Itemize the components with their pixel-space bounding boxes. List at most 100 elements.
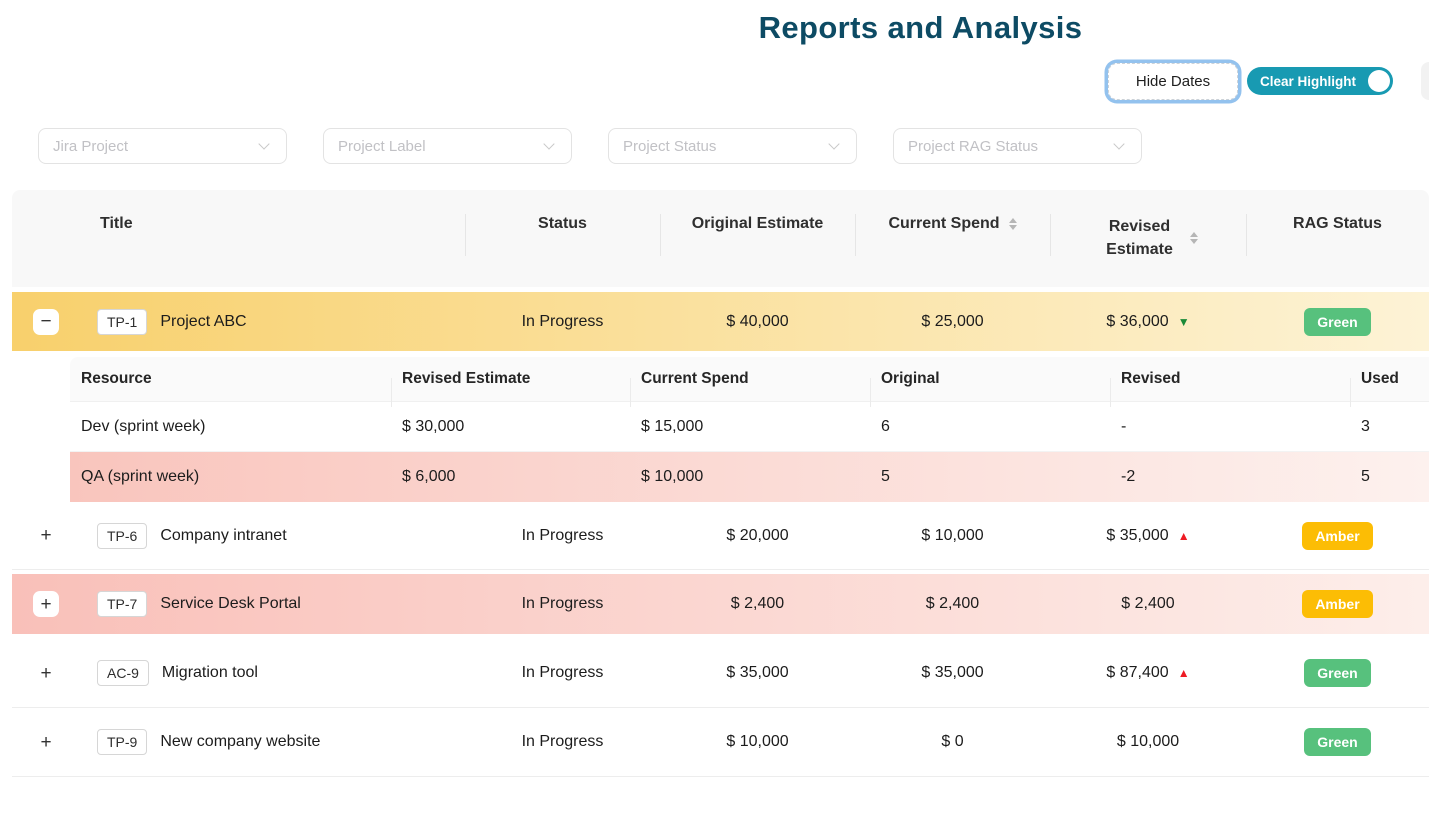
issue-key-chip: TP-7 [97, 591, 148, 617]
status-cell: In Progress [521, 664, 604, 681]
sort-icon[interactable] [1008, 217, 1017, 231]
project-status-placeholder: Project Status [623, 137, 717, 155]
hide-dates-button[interactable]: Hide Dates [1108, 63, 1238, 100]
project-label-select[interactable]: Project Label [323, 128, 572, 164]
rag-badge: Amber [1302, 521, 1373, 550]
status-cell: In Progress [521, 595, 604, 612]
project-row-tp-6: + TP-6 Company intranet In Progress $ 20… [12, 502, 1429, 570]
sub-revised-estimate-cell: $ 30,000 [402, 417, 465, 435]
expand-row-button[interactable]: + [33, 591, 59, 617]
expand-row-button[interactable]: + [33, 522, 59, 549]
issue-key-chip: AC-9 [97, 660, 149, 686]
project-title: New company website [160, 733, 321, 750]
sub-used-cell: 5 [1361, 468, 1370, 485]
sub-current-spend-cell: $ 15,000 [641, 417, 704, 435]
projects-table: Title Status Original Estimate Current S… [12, 190, 1429, 777]
jira-project-placeholder: Jira Project [53, 137, 129, 155]
original-estimate-column-header: Original Estimate [660, 190, 855, 287]
trend-up-icon: ▲ [1177, 528, 1190, 543]
rag-status-column-header: RAG Status [1246, 190, 1429, 287]
issue-key-chip: TP-6 [97, 522, 148, 549]
page-title: Reports and Analysis [758, 10, 1083, 45]
expand-row-button[interactable]: + [33, 729, 59, 755]
revised-estimate-value: $ 36,000 [1106, 312, 1169, 330]
current-spend-cell: $ 35,000 [921, 664, 984, 681]
sub-current-spend-column-header: Current Spend [630, 370, 870, 407]
revised-estimate-cell: $ 87,400 ▲ [1050, 664, 1246, 682]
current-spend-cell: $ 10,000 [921, 526, 984, 544]
top-bar: Reports and Analysis Hide Dates Clear Hi… [0, 0, 1429, 128]
original-estimate-cell: $ 10,000 [726, 733, 789, 750]
resource-column-header: Resource [81, 370, 152, 387]
collapse-row-button[interactable]: − [33, 308, 59, 335]
revised-estimate-value: $ 35,000 [1106, 526, 1169, 544]
project-label-placeholder: Project Label [338, 137, 426, 155]
clear-highlight-label: Clear Highlight [1260, 73, 1357, 89]
title-column-header: Title [100, 215, 133, 232]
project-row-tp-1: − TP-1 Project ABC In Progress $ 40,000 … [12, 292, 1429, 351]
chevron-down-icon [828, 138, 840, 150]
sub-used-cell: 3 [1361, 417, 1370, 435]
status-cell: In Progress [521, 733, 604, 750]
subtable-header-row: Resource Revised Estimate Current Spend … [70, 357, 1429, 407]
current-spend-column-header: Current Spend [855, 190, 1050, 287]
project-title: Service Desk Portal [160, 595, 301, 612]
rag-status-cell: Green [1246, 307, 1429, 336]
project-title: Migration tool [161, 664, 258, 681]
original-estimate-cell: $ 2,400 [730, 595, 785, 612]
edge-partial-button[interactable] [1421, 62, 1429, 100]
current-spend-cell: $ 2,400 [925, 595, 980, 612]
resource-row-dev: Dev (sprint week) $ 30,000 $ 15,000 6 - … [70, 402, 1429, 452]
clear-highlight-toggle[interactable]: Clear Highlight [1247, 67, 1393, 95]
original-estimate-cell: $ 40,000 [726, 312, 789, 330]
project-row-tp-9: + TP-9 New company website In Progress $… [12, 708, 1429, 777]
expander-column-header [12, 190, 80, 287]
filter-bar: Jira Project Project Label Project Statu… [38, 128, 1429, 164]
current-spend-cell: $ 25,000 [921, 312, 984, 330]
rag-status-cell: Amber [1246, 521, 1429, 550]
current-spend-label: Current Spend [888, 215, 1000, 232]
chevron-down-icon [258, 138, 270, 150]
rag-status-cell: Green [1246, 728, 1429, 756]
rag-badge: Green [1304, 307, 1371, 336]
current-spend-cell: $ 0 [941, 733, 964, 750]
trend-up-icon: ▲ [1177, 666, 1190, 680]
project-rag-status-placeholder: Project RAG Status [908, 137, 1039, 155]
toggle-knob [1368, 70, 1390, 92]
expand-row-button[interactable]: + [33, 660, 59, 686]
resource-subtable: Resource Revised Estimate Current Spend … [70, 357, 1429, 502]
issue-key-chip: TP-9 [97, 729, 148, 755]
resource-row-qa: QA (sprint week) $ 6,000 $ 10,000 5 -2 5 [70, 452, 1429, 502]
sub-revised-estimate-cell: $ 6,000 [402, 468, 456, 485]
sort-icon[interactable] [1189, 231, 1198, 245]
project-row-ac-9: + AC-9 Migration tool In Progress $ 35,0… [12, 639, 1429, 708]
project-row-tp-7: + TP-7 Service Desk Portal In Progress $… [12, 574, 1429, 634]
rag-badge: Green [1304, 659, 1371, 687]
revised-estimate-cell: $ 35,000 ▲ [1050, 527, 1246, 545]
revised-estimate-cell: $ 10,000 [1116, 733, 1180, 750]
jira-project-select[interactable]: Jira Project [38, 128, 287, 164]
project-rag-status-select[interactable]: Project RAG Status [893, 128, 1142, 164]
chevron-down-icon [1113, 138, 1125, 150]
rag-badge: Green [1304, 728, 1371, 756]
sub-revised-cell: -2 [1121, 468, 1136, 485]
sub-original-cell: 6 [881, 417, 890, 435]
chevron-down-icon [543, 138, 555, 150]
project-title: Company intranet [160, 526, 287, 544]
revised-estimate-label: Revised Estimate [1106, 218, 1173, 259]
original-estimate-cell: $ 20,000 [726, 526, 789, 544]
revised-estimate-cell: $ 36,000 ▼ [1050, 313, 1246, 331]
resource-name: QA (sprint week) [81, 468, 200, 485]
status-cell: In Progress [521, 312, 604, 330]
sub-revised-estimate-column-header: Revised Estimate [391, 370, 630, 407]
rag-status-cell: Green [1246, 659, 1429, 687]
resource-name: Dev (sprint week) [81, 417, 206, 435]
revised-estimate-value: $ 87,400 [1106, 664, 1169, 681]
sub-original-cell: 5 [881, 468, 890, 485]
sub-revised-column-header: Revised [1110, 370, 1350, 407]
status-cell: In Progress [521, 526, 604, 544]
project-status-select[interactable]: Project Status [608, 128, 857, 164]
sub-current-spend-cell: $ 10,000 [641, 468, 704, 485]
table-header-row: Title Status Original Estimate Current S… [12, 190, 1429, 287]
sub-revised-cell: - [1121, 417, 1127, 435]
